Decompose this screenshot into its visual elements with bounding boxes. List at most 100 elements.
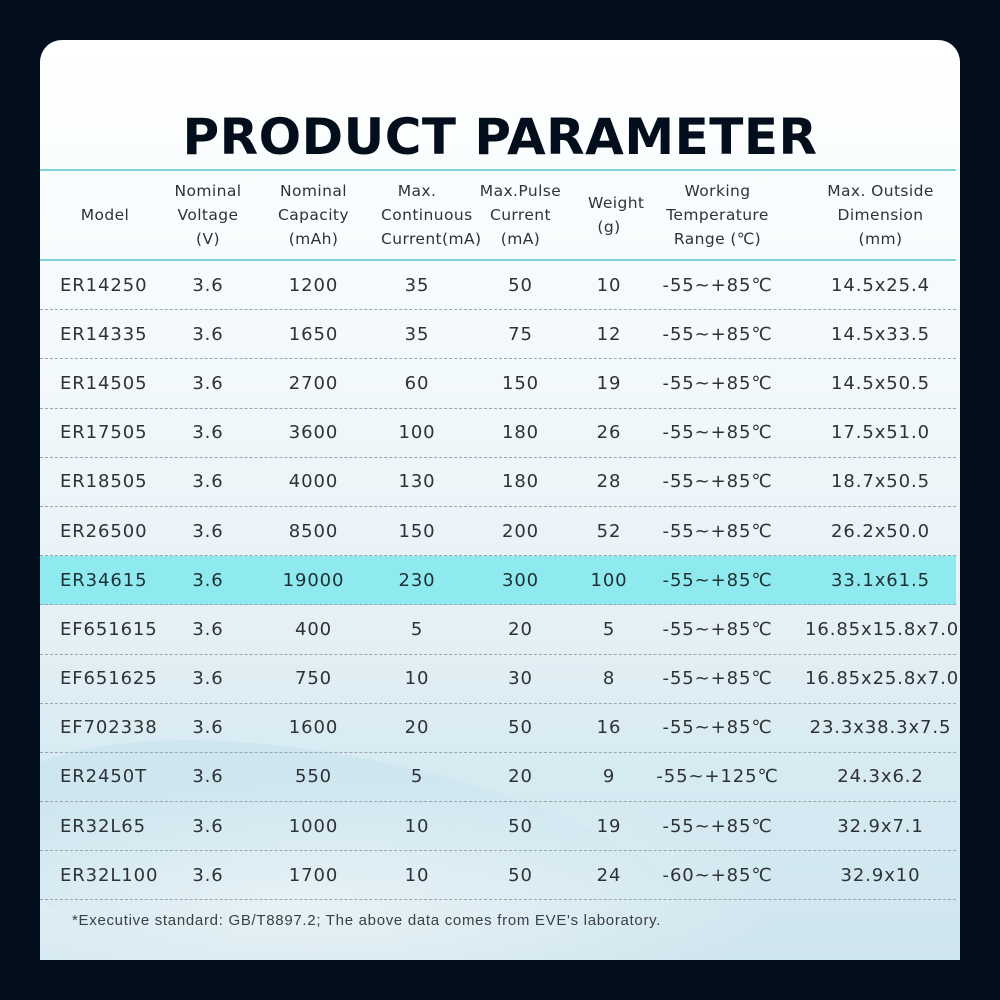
cell-nominal-capacity: 8500 [288, 520, 339, 542]
cell-working-temperature-range: -55~+85℃ [662, 323, 773, 345]
cell-max-pulse-current: 180 [501, 471, 540, 493]
table-row-highlighted: ER34615 3.6 19000 230 300 100 -55~+85℃ 33.1x61.… [40, 556, 956, 606]
cell-nominal-voltage: 3.6 [192, 520, 224, 542]
cell-max-pulse-current: 200 [501, 520, 540, 542]
cell-weight: 24 [596, 864, 622, 886]
column-header-line: (g) [597, 218, 621, 236]
cell-max-continuous-current: 35 [404, 274, 430, 296]
cell-model: ER32L65 [60, 815, 147, 837]
cell-max-continuous-current: 10 [404, 668, 430, 690]
cell-max-outside-dimension: 24.3x6.2 [837, 766, 924, 788]
cell-max-continuous-current: 100 [398, 422, 436, 444]
cell-nominal-voltage: 3.6 [192, 864, 224, 886]
cell-nominal-voltage: 3.6 [192, 815, 224, 837]
column-header-max-pulse-current: Max.Pulse Current (mA) [453, 179, 588, 251]
cell-max-outside-dimension: 16.85x15.8x7.0 [805, 618, 960, 640]
cell-nominal-capacity: 1200 [288, 274, 339, 296]
table-row: ER26500 3.6 8500 150 200 52 -55~+85℃ 26.2x50.0 [40, 507, 956, 557]
cell-model: ER18505 [60, 471, 148, 493]
cell-max-continuous-current: 230 [398, 569, 436, 591]
table-body: ER14250 3.6 1200 35 50 10 -55~+85℃ 14.5x25.4 ER1… [40, 261, 960, 901]
cell-max-continuous-current: 60 [404, 372, 430, 394]
column-header-line: (mAh) [288, 230, 339, 248]
cell-nominal-voltage: 3.6 [192, 668, 224, 690]
cell-weight: 19 [596, 815, 622, 837]
cell-weight: 100 [590, 569, 628, 591]
cell-weight: 12 [596, 323, 622, 345]
column-header-line: Working [684, 182, 751, 200]
column-header-nominal-capacity: Nominal Capacity (mAh) [246, 179, 381, 251]
table-row: ER18505 3.6 4000 130 180 28 -55~+85℃ 18.7x50.5 [40, 458, 956, 507]
cell-max-pulse-current: 20 [508, 618, 533, 640]
cell-model: ER34615 [60, 569, 148, 591]
cell-weight: 9 [602, 766, 616, 788]
cell-model: ER14505 [60, 372, 148, 394]
cell-nominal-voltage: 3.6 [192, 766, 224, 788]
cell-max-pulse-current: 50 [508, 274, 533, 296]
table-row: ER32L100 3.6 1700 10 50 24 -60~+85℃ 32.9x10 [40, 851, 956, 901]
cell-working-temperature-range: -55~+85℃ [662, 717, 773, 739]
column-header-line: Voltage [177, 206, 239, 224]
product-parameter-card: PRODUCT PARAMETER Model Nominal Voltage (V)… [40, 40, 960, 960]
column-header-line: Max. Outside [827, 182, 934, 200]
cell-max-continuous-current: 35 [404, 323, 430, 345]
column-header-line: (mm) [858, 230, 903, 248]
cell-working-temperature-range: -55~+85℃ [662, 274, 773, 296]
column-header-working-temperature-range: Working Temperature Range (℃) [630, 179, 805, 251]
cell-nominal-capacity: 4000 [288, 471, 339, 493]
cell-nominal-voltage: 3.6 [192, 717, 224, 739]
cell-model: EF702338 [60, 717, 158, 739]
column-header-line: Current [489, 206, 552, 224]
cell-working-temperature-range: -55~+85℃ [662, 815, 773, 837]
column-header-line: Temperature [666, 206, 769, 224]
cell-max-continuous-current: 5 [410, 618, 424, 640]
cell-weight: 52 [596, 520, 622, 542]
cell-model: ER26500 [60, 520, 148, 542]
cell-max-pulse-current: 20 [508, 766, 533, 788]
cell-max-continuous-current: 150 [398, 520, 436, 542]
cell-working-temperature-range: -55~+85℃ [662, 372, 773, 394]
cell-nominal-capacity: 3600 [288, 422, 339, 444]
column-header-max-outside-dimension: Max. Outside Dimension (mm) [805, 179, 956, 251]
column-header-model: Model [40, 203, 170, 227]
cell-max-outside-dimension: 14.5x25.4 [831, 274, 930, 296]
cell-max-continuous-current: 10 [404, 815, 430, 837]
cell-working-temperature-range: -55~+85℃ [662, 422, 773, 444]
cell-max-outside-dimension: 14.5x33.5 [831, 323, 930, 345]
cell-working-temperature-range: -60~+85℃ [662, 864, 773, 886]
table-row: EF651625 3.6 750 10 30 8 -55~+85℃ 16.85x25.8x7.… [40, 655, 958, 704]
cell-nominal-voltage: 3.6 [192, 618, 224, 640]
cell-max-pulse-current: 50 [508, 864, 533, 886]
cell-max-continuous-current: 10 [404, 864, 430, 886]
column-header-line: Nominal [280, 182, 347, 200]
column-header-line: Capacity [278, 206, 349, 224]
cell-working-temperature-range: -55~+85℃ [662, 569, 773, 591]
cell-max-outside-dimension: 17.5x51.0 [831, 422, 930, 444]
column-header-line: Dimension [837, 206, 924, 224]
cell-nominal-capacity: 1700 [288, 864, 339, 886]
table-row: ER14250 3.6 1200 35 50 10 -55~+85℃ 14.5x25.4 [40, 261, 956, 311]
cell-nominal-capacity: 750 [294, 668, 333, 690]
cell-model: ER2450T [60, 766, 147, 788]
table-row: EF702338 3.6 1600 20 50 16 -55~+85℃ 23.3x38.3x7… [40, 704, 956, 753]
cell-max-continuous-current: 20 [404, 717, 430, 739]
cell-nominal-voltage: 3.6 [192, 323, 224, 345]
cell-model: ER17505 [60, 422, 148, 444]
cell-nominal-voltage: 3.6 [192, 471, 224, 493]
cell-weight: 5 [602, 618, 616, 640]
cell-working-temperature-range: -55~+85℃ [662, 668, 773, 690]
cell-max-outside-dimension: 26.2x50.0 [831, 520, 930, 542]
cell-max-outside-dimension: 33.1x61.5 [831, 569, 930, 591]
table-row: ER2450T 3.6 550 5 20 9 -55~+125℃ 24.3x6.2 [40, 753, 956, 803]
cell-max-pulse-current: 50 [508, 717, 533, 739]
cell-max-outside-dimension: 23.3x38.3x7.5 [809, 717, 952, 739]
column-header-line: Continuous [381, 206, 473, 224]
cell-nominal-capacity: 400 [294, 618, 333, 640]
cell-weight: 26 [596, 422, 622, 444]
cell-max-outside-dimension: 14.5x50.5 [831, 372, 930, 394]
cell-max-outside-dimension: 32.9x7.1 [837, 815, 924, 837]
column-header-line: Max.Pulse [479, 182, 562, 200]
cell-working-temperature-range: -55~+85℃ [662, 618, 773, 640]
cell-nominal-capacity: 1650 [288, 323, 339, 345]
cell-nominal-voltage: 3.6 [192, 274, 224, 296]
